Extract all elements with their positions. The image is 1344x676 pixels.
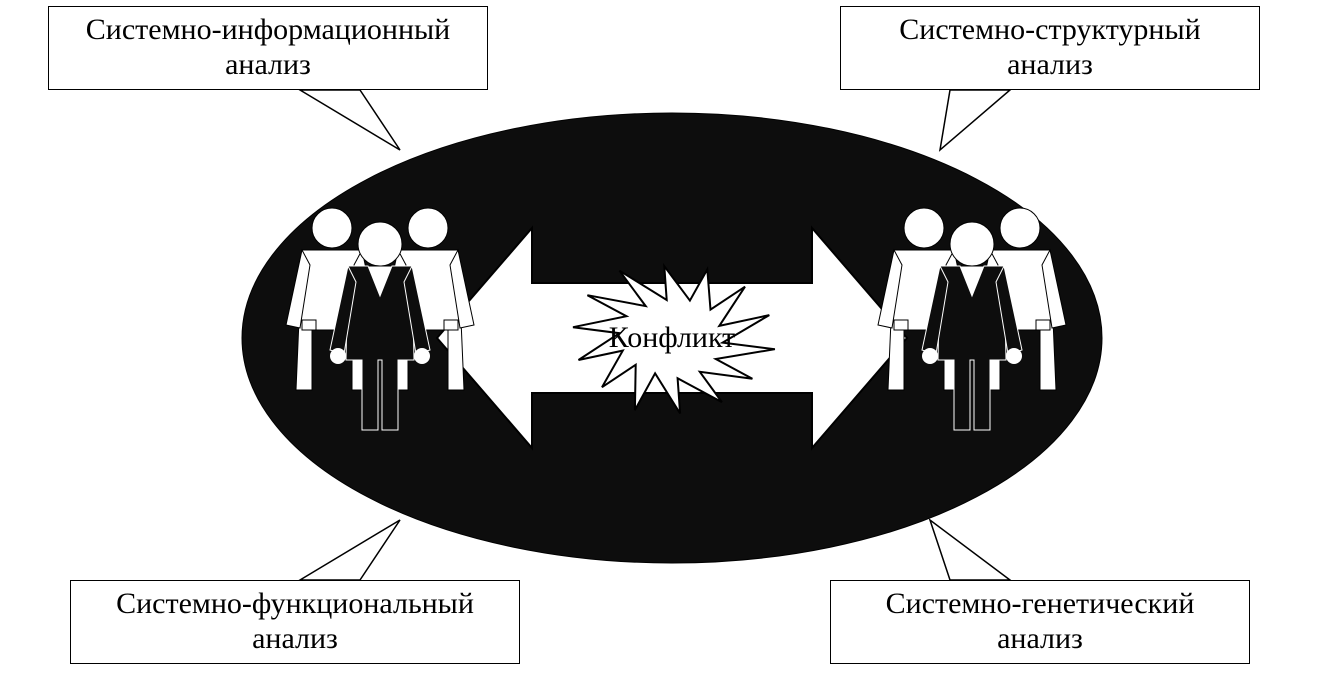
box-label: анализ — [849, 48, 1251, 83]
diagram-canvas: Системно-информационный анализ Системно-… — [0, 0, 1344, 676]
box-system-genetic: Системно-генетический анализ — [830, 580, 1250, 664]
callout-pointer-bottom-left — [300, 520, 400, 580]
box-label: Системно-функциональный — [79, 587, 511, 622]
box-label: анализ — [57, 48, 479, 83]
box-label: Системно-генетический — [839, 587, 1241, 622]
box-label: анализ — [839, 622, 1241, 657]
box-system-informational: Системно-информационный анализ — [48, 6, 488, 90]
callout-pointer-bottom-right — [930, 520, 1010, 580]
callout-pointer-top-left — [300, 90, 400, 150]
conflict-label: Конфликт — [582, 321, 762, 355]
callout-pointer-top-right — [940, 90, 1010, 150]
box-label: Системно-структурный — [849, 13, 1251, 48]
box-label: Системно-информационный — [57, 13, 479, 48]
box-system-structural: Системно-структурный анализ — [840, 6, 1260, 90]
box-label: анализ — [79, 622, 511, 657]
box-system-functional: Системно-функциональный анализ — [70, 580, 520, 664]
